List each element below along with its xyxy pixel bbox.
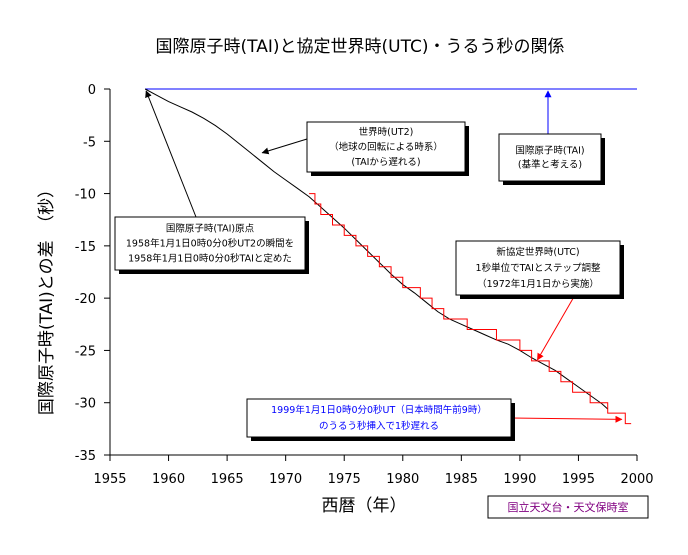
x-tick-label: 1960 (152, 472, 185, 487)
credit-frame (487, 495, 649, 519)
callout-text: 新協定世界時(UTC) (496, 246, 579, 258)
callout-frame (498, 133, 602, 182)
callout-text: 1999年1月1日0時0分0秒UT（日本時間午前9時） (271, 404, 487, 416)
callout-text: 世界時(UT2) (359, 126, 414, 138)
x-tick-label: 1985 (445, 472, 478, 487)
callout-text: のうるう秒挿入で1秒遅れる (319, 420, 439, 432)
callout-text: 1958年1月1日0時0分0秒UT2の瞬間を (126, 238, 294, 250)
callout-ut2: 世界時(UT2) （地球の回転による時系） (TAIから遅れる) (306, 121, 469, 176)
callouts: 世界時(UT2) （地球の回転による時系） (TAIから遅れる) 国際原子時(TAI)… (114, 90, 624, 441)
y-tick-label: -35 (75, 449, 96, 464)
x-tick-label: 2000 (620, 472, 653, 487)
x-tick-label: 1995 (562, 472, 595, 487)
callout-frame (114, 216, 306, 271)
x-tick-label: 1975 (328, 472, 361, 487)
arrow-ut2 (261, 138, 308, 155)
y-tick-label: -10 (75, 188, 96, 203)
arrow-leap (510, 415, 623, 423)
arrow-utc (537, 294, 576, 361)
y-axis-title: 国際原子時(TAI)との差 （秒） (37, 181, 57, 415)
x-tick-label: 1990 (503, 472, 536, 487)
y-tick-label: -15 (75, 240, 96, 255)
x-tick-label: 1980 (386, 472, 419, 487)
x-tick-label: 1955 (93, 472, 126, 487)
credit-box: 国立天文台・天文保時室 (487, 495, 649, 519)
y-tick-label: -30 (75, 397, 96, 412)
callout-text: 1958年1月1日0時0分0秒TAIと定めた (128, 253, 292, 265)
y-tick-label: -5 (83, 135, 96, 150)
credit-label: 国立天文台・天文保時室 (508, 500, 629, 514)
plot-area: 1955 1960 1965 1970 1975 1980 1985 1990 1995 2000… (75, 83, 654, 487)
callout-tai: 国際原子時(TAI) (基準と考える) (498, 133, 605, 185)
x-tick-label: 1965 (211, 472, 244, 487)
callout-text: 国際原子時(TAI)原点 (166, 223, 255, 235)
callout-frame (455, 240, 621, 296)
y-tick-label: -20 (75, 292, 96, 307)
callout-frame (246, 398, 512, 438)
callout-text: (基準と考える) (518, 159, 582, 171)
callout-utc: 新協定世界時(UTC) 1秒単位でTAIとステップ調整 （1972年1月1日から実施… (455, 240, 624, 299)
chart-title: 国際原子時(TAI)と協定世界時(UTC)・うるう秒の関係 (156, 37, 565, 57)
callout-frame (306, 121, 466, 173)
callout-text: (TAIから遅れる) (351, 157, 420, 168)
x-axis-title: 西暦（年） (322, 496, 407, 516)
series-line-utc (309, 193, 632, 425)
callout-leap: 1999年1月1日0時0分0秒UT（日本時間午前9時） のうるう秒挿入で1秒遅れる (246, 398, 515, 441)
callout-text: （地球の回転による時系） (329, 141, 443, 153)
arrow-origin (145, 90, 197, 218)
y-tick-label: 0 (88, 83, 96, 98)
callout-text: 1秒単位でTAIとステップ調整 (476, 262, 601, 274)
callout-text: （1972年1月1日から実施） (477, 278, 599, 290)
callout-text: 国際原子時(TAI) (515, 145, 584, 157)
y-tick-label: -25 (75, 344, 96, 359)
x-tick-label: 1970 (269, 472, 302, 487)
callout-origin: 国際原子時(TAI)原点 1958年1月1日0時0分0秒UT2の瞬間を 1958年1… (114, 216, 309, 274)
